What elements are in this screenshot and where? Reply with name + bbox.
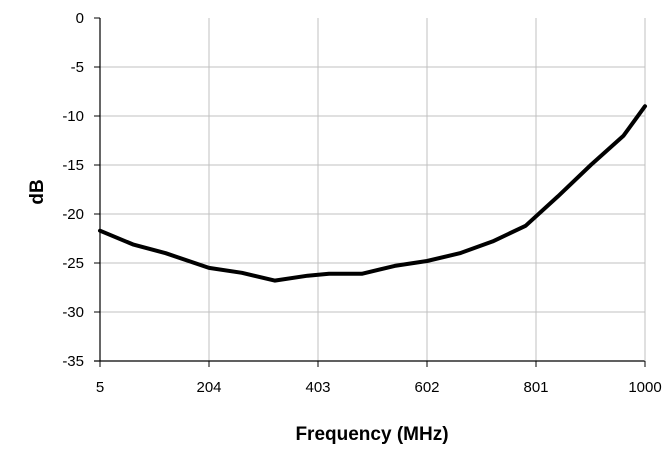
x-tick-label: 204 xyxy=(196,379,221,396)
y-tick-label: -5 xyxy=(71,59,84,76)
y-tick-label: -30 xyxy=(62,304,84,321)
y-tick-label: -10 xyxy=(62,108,84,125)
y-tick-label: -35 xyxy=(62,353,84,370)
y-tick-label: -15 xyxy=(62,157,84,174)
y-tick-label: 0 xyxy=(76,10,84,27)
tick-labels: 5 204 403 602 801 1000 0 -5 -10 -15 -20 -25 -30 -35 xyxy=(62,10,661,396)
y-tick-label: -25 xyxy=(62,255,84,272)
series-line xyxy=(100,106,645,280)
x-axis-label: Frequency (MHz) xyxy=(295,424,448,445)
x-tick-label: 602 xyxy=(414,379,439,396)
x-tick-label: 5 xyxy=(96,379,104,396)
x-tick-label: 801 xyxy=(523,379,548,396)
x-tick-label: 1000 xyxy=(628,379,661,396)
y-axis-label: dB xyxy=(27,179,48,204)
x-tick-label: 403 xyxy=(305,379,330,396)
series-layer xyxy=(100,106,645,280)
y-tick-label: -20 xyxy=(62,206,84,223)
